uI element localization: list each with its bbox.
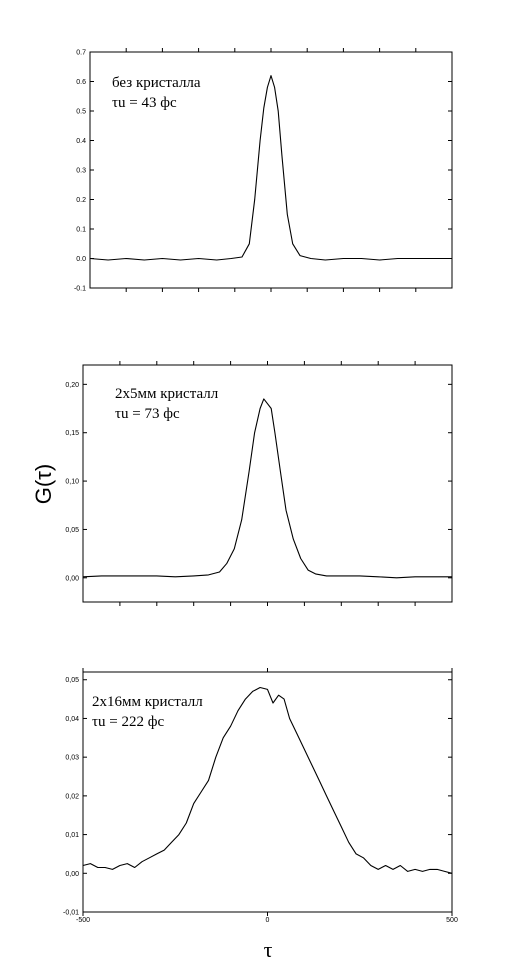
x-tick-label: 500 <box>446 917 458 924</box>
y-tick-label: 0,05 <box>65 677 79 684</box>
y-axis-label: G(τ) <box>31 464 56 504</box>
y-tick-label: 0.6 <box>76 79 86 86</box>
annotation-line: 2x16мм кристалл <box>92 694 203 710</box>
series-line-3 <box>82 686 453 874</box>
x-tick-label: 0 <box>266 917 270 924</box>
y-tick-label: 0,02 <box>65 793 79 800</box>
annotation-line: τu = 43 фс <box>112 95 177 111</box>
series-line-2 <box>82 398 452 579</box>
y-tick-label: 0,03 <box>65 755 79 762</box>
y-tick-label: -0,01 <box>63 910 79 917</box>
annotation-line: τu = 222 фс <box>92 714 164 730</box>
chart-panel-3: -0,01 0,00 0,01 0,02 0,03 0,04 0,05 -500 0 500 2x1… <box>63 668 458 924</box>
x-tick-label: -500 <box>76 917 90 924</box>
y-tick-label: 0.3 <box>76 168 86 175</box>
y-tick-label: 0.4 <box>76 138 86 145</box>
series-line-1 <box>89 75 452 261</box>
chart-panel-1: -0.1 0.0 0.1 0.2 0.3 0.4 0.5 0.6 0.7 без кристалл… <box>74 48 453 293</box>
y-tick-label: 0.1 <box>76 227 86 234</box>
y-tick-label: 0,00 <box>65 575 79 582</box>
annotation-line: без кристалла <box>112 75 201 91</box>
y-tick-label: 0,10 <box>65 479 79 486</box>
y-tick-label: -0.1 <box>74 286 86 293</box>
y-tick-label: 0,00 <box>65 871 79 878</box>
panels: -0.1 0.0 0.1 0.2 0.3 0.4 0.5 0.6 0.7 без кристалл… <box>63 48 458 924</box>
y-tick-label: 0.2 <box>76 197 86 204</box>
annotation-line: 2x5мм кристалл <box>115 386 219 402</box>
y-tick-label: 0,01 <box>65 832 79 839</box>
annotation-line: τu = 73 фс <box>115 406 180 422</box>
x-axis-label: τ <box>264 937 273 962</box>
y-tick-label: 0,15 <box>65 430 79 437</box>
y-tick-label: 0,04 <box>65 716 79 723</box>
y-tick-label: 0.7 <box>76 50 86 57</box>
chart-panel-2: 0,00 0,05 0,10 0,15 0,20 2x5мм кристалл τu = 7… <box>65 361 453 606</box>
y-tick-label: 0,20 <box>65 382 79 389</box>
y-tick-label: 0.5 <box>76 109 86 116</box>
y-tick-label: 0.0 <box>76 256 86 263</box>
y-tick-label: 0,05 <box>65 527 79 534</box>
